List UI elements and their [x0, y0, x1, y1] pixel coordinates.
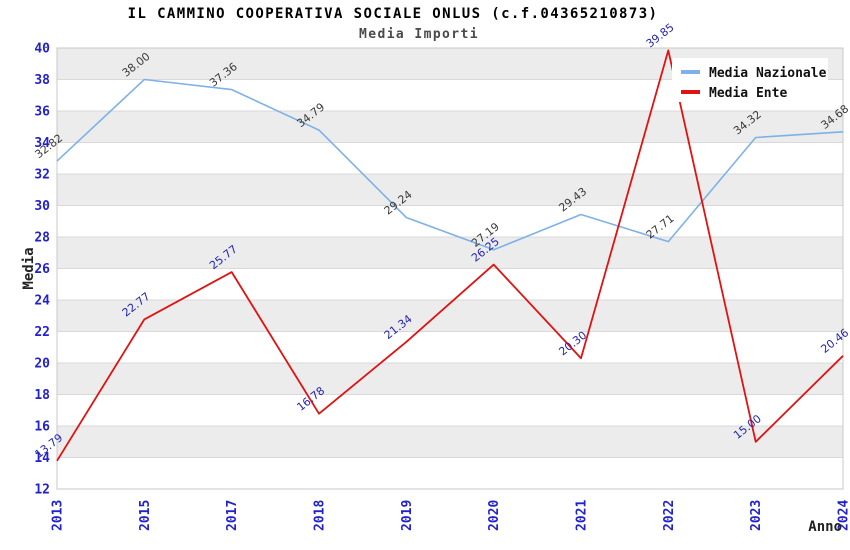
- y-tick-label: 16: [34, 420, 50, 435]
- series-line-media-nazionale: [56, 78, 844, 251]
- x-tick-label: 2020: [487, 500, 502, 531]
- plot-band: [57, 174, 843, 206]
- y-tick-label: 30: [34, 199, 50, 214]
- y-tick-label: 40: [34, 42, 50, 57]
- x-tick-label: 2017: [225, 500, 240, 531]
- y-tick-label: 34: [34, 136, 50, 151]
- y-tick-label: 28: [34, 231, 50, 246]
- legend-item-media-ente: Media Ente: [681, 86, 787, 101]
- series-line-media-ente: [56, 49, 844, 462]
- x-tick-label: 2023: [749, 500, 764, 531]
- y-axis-title: Media: [21, 247, 37, 289]
- y-tick-label: 32: [34, 168, 50, 183]
- y-tick-label: 20: [34, 357, 50, 372]
- y-tick-label: 36: [34, 105, 50, 120]
- plot-band: [57, 111, 843, 143]
- x-tick-label: 2015: [138, 500, 153, 531]
- legend-label: Media Ente: [709, 86, 787, 101]
- y-tick-label: 24: [34, 294, 50, 309]
- plot-band: [57, 300, 843, 332]
- legend: Media Nazionale Media Ente: [672, 58, 828, 102]
- chart-title: IL CAMMINO COOPERATIVA SOCIALE ONLUS (c.…: [127, 6, 659, 22]
- x-tick-label: 2019: [400, 500, 415, 531]
- legend-item-media-nazionale: Media Nazionale: [681, 66, 827, 81]
- plot-border: [56, 47, 844, 490]
- x-tick-label: 2018: [313, 500, 328, 531]
- y-tick-label: 26: [34, 262, 50, 277]
- x-axis-title: Anno: [808, 519, 842, 535]
- y-tick-label: 14: [34, 451, 50, 466]
- x-tick-label: 2013: [51, 500, 66, 531]
- x-tick-label: 2022: [662, 500, 677, 531]
- x-tick-label: 2024: [837, 500, 850, 531]
- legend-background: [672, 58, 828, 102]
- chart-subtitle: Media Importi: [359, 27, 479, 42]
- y-tick-label: 12: [34, 483, 50, 498]
- data-label: 39.85: [644, 21, 677, 51]
- legend-label: Media Nazionale: [709, 66, 827, 81]
- x-tick-label: 2021: [575, 500, 590, 531]
- plot-band: [57, 237, 843, 269]
- plot-band: [57, 363, 843, 395]
- plot-band: [57, 426, 843, 458]
- y-tick-label: 18: [34, 388, 50, 403]
- y-tick-label: 38: [34, 73, 50, 88]
- y-tick-label: 22: [34, 325, 50, 340]
